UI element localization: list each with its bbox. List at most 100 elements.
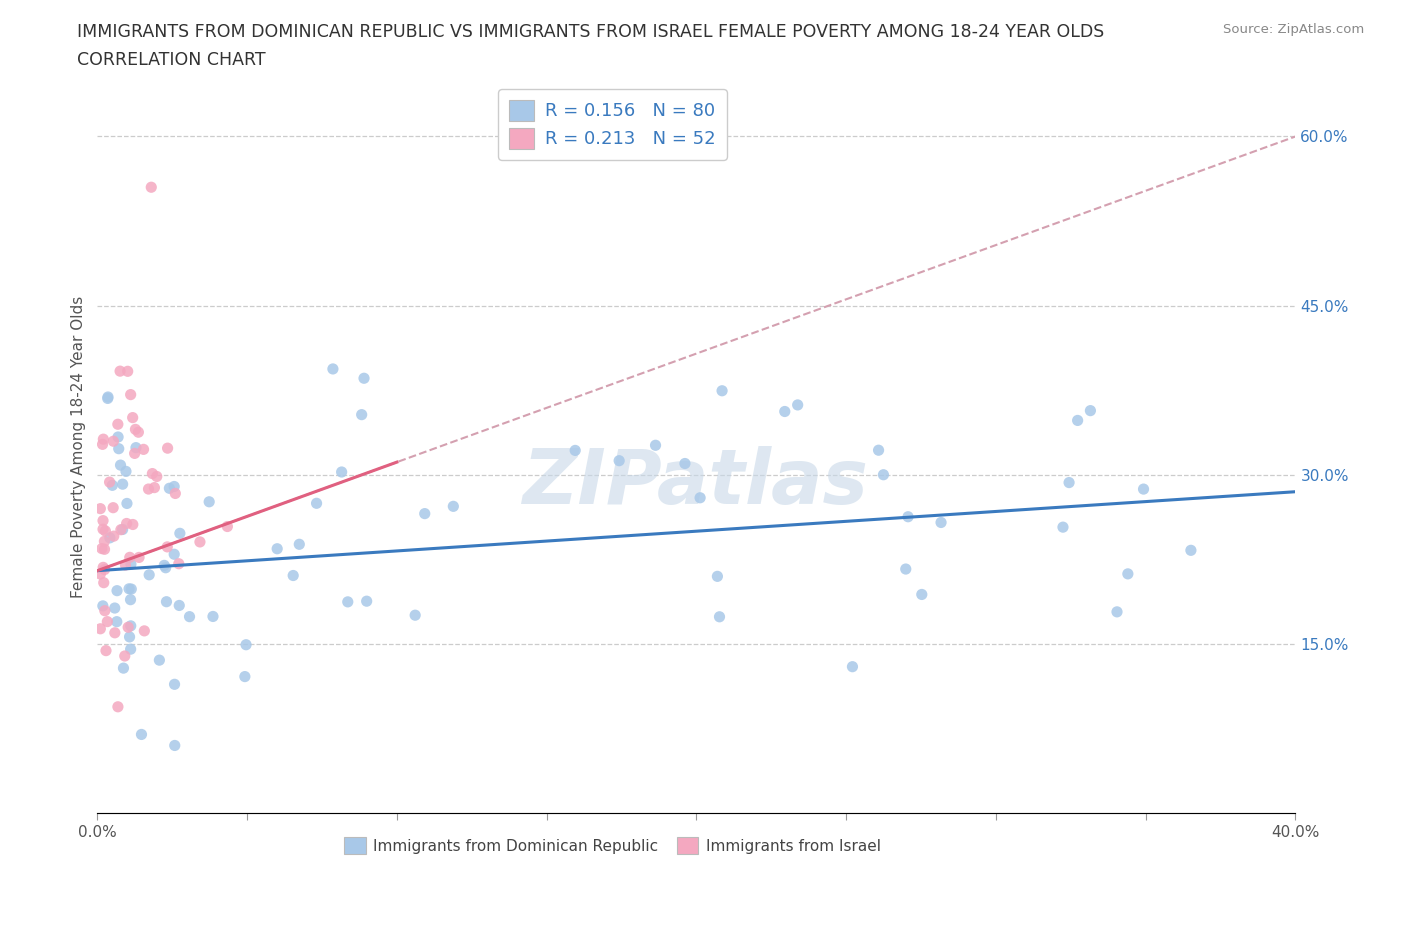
Point [98,474,121,489]
Point [143,480,166,495]
Point [117,364,139,379]
Point [115,516,138,531]
Point [104,601,127,616]
Point [120,592,142,607]
Point [607,453,630,468]
Point [120,642,142,657]
Point [97,391,120,405]
Point [322,362,344,377]
Point [1052,520,1074,535]
Point [120,557,142,572]
Text: IMMIGRANTS FROM DOMINICAN REPUBLIC VS IMMIGRANTS FROM ISRAEL FEMALE POVERTY AMON: IMMIGRANTS FROM DOMINICAN REPUBLIC VS IM… [77,23,1105,41]
Point [911,587,934,602]
Point [91,598,114,613]
Point [1132,482,1154,497]
Point [233,670,256,684]
Point [91,513,114,528]
Point [124,422,146,437]
Point [124,446,146,461]
Point [188,535,211,550]
Point [108,364,131,379]
Point [1080,404,1102,418]
Point [288,537,311,551]
Point [156,539,179,554]
Point [98,530,121,545]
Point [101,478,124,493]
Point [894,562,917,577]
Point [125,440,148,455]
Point [167,556,190,571]
Point [773,404,796,418]
Point [564,443,586,458]
Point [132,442,155,457]
Point [103,529,125,544]
Point [120,581,142,596]
Point [120,387,142,402]
Point [145,469,167,484]
Point [163,738,186,753]
Point [644,438,666,453]
Point [93,576,115,591]
Point [163,547,186,562]
Point [266,541,288,556]
Point [217,519,239,534]
Point [107,441,129,456]
Point [93,542,115,557]
Point [305,496,328,511]
Point [404,607,426,622]
Point [163,677,186,692]
Point [114,558,136,573]
Point [112,660,135,675]
Point [89,621,111,636]
Point [706,569,728,584]
Text: CORRELATION CHART: CORRELATION CHART [77,51,266,69]
Point [107,430,129,445]
Point [97,390,120,405]
Point [1105,604,1128,619]
Point [872,467,894,482]
Point [138,482,160,497]
Y-axis label: Female Poverty Among 18-24 Year Olds: Female Poverty Among 18-24 Year Olds [72,296,86,598]
Point [110,458,132,472]
Point [90,541,112,556]
Point [1066,413,1088,428]
Point [201,609,224,624]
Point [111,522,134,537]
Point [1180,543,1202,558]
Point [868,443,890,458]
Point [93,562,115,577]
Point [115,496,138,511]
Point [283,568,305,583]
Point [105,583,128,598]
Point [163,479,186,494]
Point [111,477,134,492]
Legend: Immigrants from Dominican Republic, Immigrants from Israel: Immigrants from Dominican Republic, Immi… [339,830,887,860]
Point [131,727,153,742]
Point [169,525,191,540]
Point [709,609,731,624]
Point [157,481,180,496]
Point [786,397,808,412]
Point [107,417,129,432]
Point [103,433,125,448]
Point [156,441,179,456]
Point [897,510,920,525]
Point [356,593,378,608]
Point [353,371,375,386]
Point [711,383,734,398]
Point [93,534,115,549]
Point [441,498,464,513]
Point [107,699,129,714]
Point [138,567,160,582]
Point [91,437,114,452]
Text: Source: ZipAtlas.com: Source: ZipAtlas.com [1223,23,1364,36]
Point [120,618,142,633]
Point [1057,475,1080,490]
Point [91,522,114,537]
Point [118,581,141,596]
Point [235,637,257,652]
Point [89,501,111,516]
Point [141,466,163,481]
Point [118,630,141,644]
Point [1116,566,1139,581]
